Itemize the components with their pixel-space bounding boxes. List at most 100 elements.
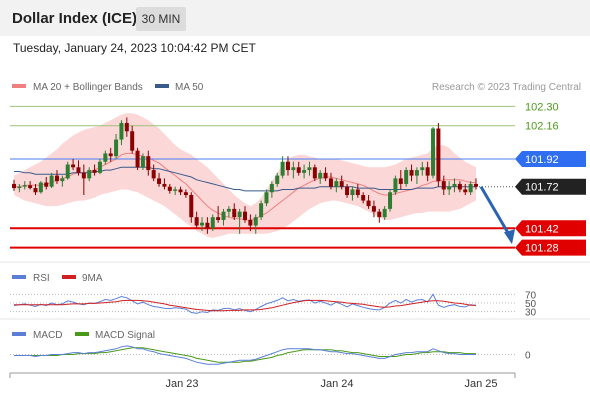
resistance-level-label: 102.16 xyxy=(525,121,559,133)
candle-up xyxy=(97,161,102,173)
candle-down xyxy=(243,211,247,220)
last-price-label: 101.72 xyxy=(525,182,559,194)
candle-up xyxy=(431,128,436,176)
candle-down xyxy=(76,167,81,173)
pivot-level-label: 101.92 xyxy=(525,154,559,166)
ma20-legend-label: MA 20 + Bollinger Bands xyxy=(33,82,143,93)
candle-up xyxy=(334,181,339,187)
candle-down xyxy=(12,183,16,189)
candle-up xyxy=(22,185,27,187)
candle-down xyxy=(474,183,478,187)
candle-up xyxy=(237,211,242,218)
candle-up xyxy=(291,167,296,171)
candle-down xyxy=(339,181,344,187)
candle-down xyxy=(146,156,151,171)
candle-up xyxy=(468,183,473,193)
x-tick-label: Jan 24 xyxy=(320,378,353,390)
rsi-tick-label: 70 xyxy=(525,290,537,301)
macd-legend: MACD MACD Signal xyxy=(12,330,155,341)
candle-down xyxy=(189,195,194,218)
candle-down xyxy=(205,222,210,229)
candle-down xyxy=(124,122,129,132)
candle-up xyxy=(200,222,205,226)
macd-signal-line xyxy=(14,347,476,363)
candle-up xyxy=(259,203,264,218)
instrument-title: Dollar Index (ICE) xyxy=(12,10,138,27)
rsi-legend: RSI 9MA xyxy=(12,273,103,284)
candle-down xyxy=(312,167,317,179)
candle-down xyxy=(323,172,328,179)
candle-up xyxy=(173,189,178,191)
candle-down xyxy=(216,217,221,220)
candle-down xyxy=(151,170,156,179)
rsi-tick-label: 50 xyxy=(525,299,537,310)
candle-up xyxy=(253,217,258,226)
timeframe-badge[interactable]: 30 MIN xyxy=(136,7,186,31)
candle-up xyxy=(307,167,312,171)
candle-down xyxy=(345,186,350,196)
rsi-tick-label: 30 xyxy=(525,308,537,319)
candle-down xyxy=(328,178,333,187)
candle-up xyxy=(302,170,307,173)
candle-up xyxy=(87,170,92,179)
pivot-level-tag xyxy=(515,150,586,167)
candle-down xyxy=(361,195,366,201)
timestamp: Tuesday, January 24, 2023 10:04:42 PM CE… xyxy=(13,41,256,55)
candle-down xyxy=(366,200,371,207)
candle-up xyxy=(49,175,54,187)
candle-up xyxy=(210,217,215,229)
ma20-legend-swatch xyxy=(12,84,26,88)
rsi-ma-line xyxy=(14,299,476,312)
candle-down xyxy=(457,183,462,190)
candle-up xyxy=(38,182,43,193)
rsi-legend-label: RSI xyxy=(33,273,50,284)
candle-up xyxy=(280,161,285,176)
candle-down xyxy=(355,189,360,196)
projection-arrowhead xyxy=(504,229,515,245)
macd-zero-label: 0 xyxy=(525,351,531,362)
candle-up xyxy=(226,208,231,212)
candle-up xyxy=(60,178,65,182)
candle-down xyxy=(296,167,301,173)
rsi-ma-legend-label: 9MA xyxy=(82,273,103,284)
candle-down xyxy=(425,167,430,176)
candle-up xyxy=(264,192,269,204)
candle-down xyxy=(463,189,468,193)
candle-down xyxy=(441,181,446,190)
candle-down xyxy=(130,131,135,151)
x-axis: Jan 23 Jan 24 Jan 25 xyxy=(9,373,516,390)
candle-down xyxy=(194,217,199,226)
candle-up xyxy=(65,164,70,179)
candle-up xyxy=(119,122,124,140)
candle-down xyxy=(135,150,140,168)
projection-arrow xyxy=(479,185,512,238)
candle-up xyxy=(269,183,274,193)
candle-down xyxy=(409,170,414,176)
macd-legend-swatch xyxy=(12,332,26,336)
ma50-legend-label: MA 50 xyxy=(175,82,204,93)
bollinger-band xyxy=(14,113,476,238)
candle-down xyxy=(398,178,403,184)
header-bar: Dollar Index (ICE) 30 MIN xyxy=(0,0,590,36)
macd-line xyxy=(14,345,476,365)
macd-panel: 0 xyxy=(10,345,531,365)
candle-down xyxy=(157,178,162,184)
candle-up xyxy=(382,208,387,218)
rsi-legend-swatch xyxy=(12,275,26,279)
candle-down xyxy=(377,211,382,218)
candle-down xyxy=(54,175,59,182)
candle-down xyxy=(33,188,38,193)
candle-down xyxy=(183,192,188,196)
candle-down xyxy=(371,206,376,212)
candle-down xyxy=(178,189,183,193)
support-level-label: 101.28 xyxy=(525,243,559,255)
candle-up xyxy=(221,211,226,220)
candle-up xyxy=(420,167,425,171)
price-legend: MA 20 + Bollinger Bands MA 50 Research ©… xyxy=(12,82,581,93)
credit-text: Research © 2023 Trading Central xyxy=(432,82,581,93)
resistance-level-label: 102.30 xyxy=(525,101,559,113)
candle-up xyxy=(275,175,280,184)
support-level-tag xyxy=(515,239,586,256)
